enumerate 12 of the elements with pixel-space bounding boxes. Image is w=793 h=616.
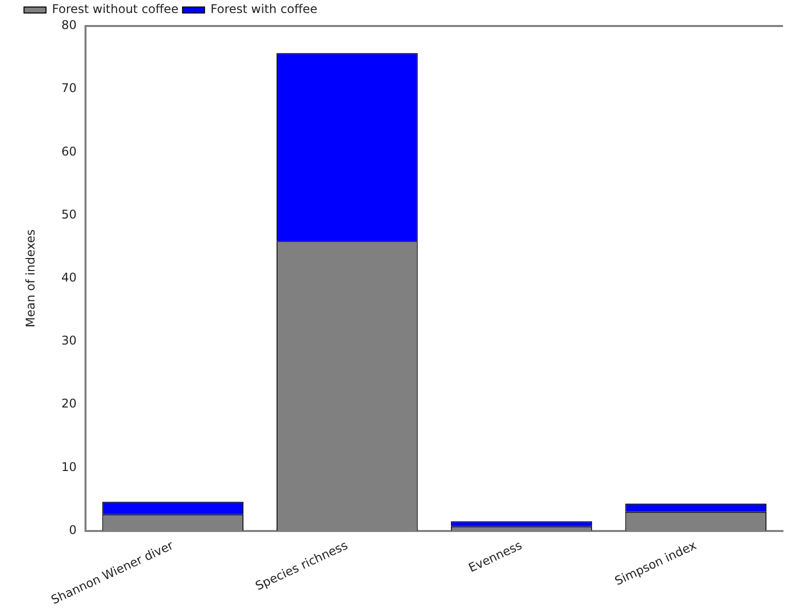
y-tick-label: 30 <box>61 334 77 348</box>
y-tick-label: 80 <box>61 18 77 32</box>
y-tick-label: 70 <box>61 81 77 96</box>
legend-label: Forest with coffee <box>210 2 318 16</box>
y-tick-label: 60 <box>61 144 77 158</box>
y-tick-label: 50 <box>61 207 77 222</box>
y-tick-label: 0 <box>69 522 77 537</box>
y-tick-label: 20 <box>61 396 77 411</box>
y-tick-label: 40 <box>61 270 77 284</box>
y-axis-title: Mean of indexes <box>23 229 38 328</box>
y-tick-label: 10 <box>61 460 77 474</box>
legend-label: Forest without coffee <box>52 2 179 16</box>
